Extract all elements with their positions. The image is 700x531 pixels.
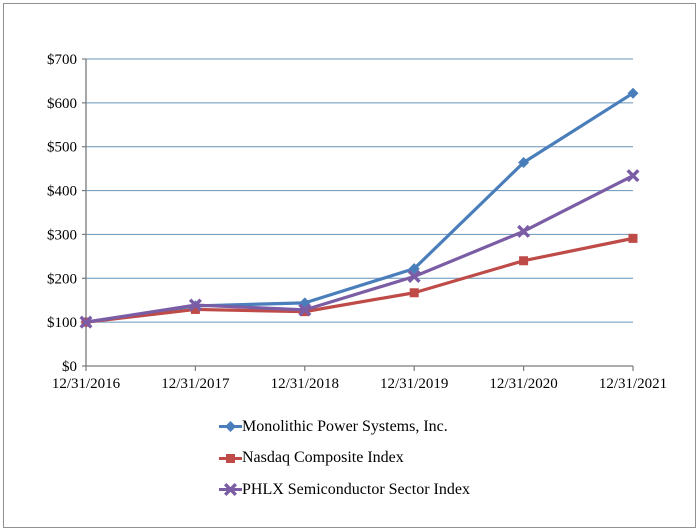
square-marker (226, 453, 235, 463)
x-tick-label: 12/31/2016 (52, 376, 121, 392)
chart-legend: Monolithic Power Systems, Inc. Nasdaq Co… (219, 411, 470, 506)
x-marker (79, 315, 93, 329)
y-tick-label: $400 (47, 184, 77, 200)
legend-label-phlx-semiconductor: PHLX Semiconductor Sector Index (242, 480, 470, 498)
y-tick-label: $200 (47, 271, 77, 287)
square-marker (628, 233, 638, 243)
y-tick-label: $500 (47, 140, 77, 156)
series-line (84, 236, 635, 324)
legend-label-nasdaq-composite: Nasdaq Composite Index (242, 449, 404, 467)
x-tick-label: 12/31/2017 (161, 376, 230, 392)
series-1 (81, 233, 638, 327)
diamond-marker (627, 87, 639, 99)
series-line (84, 91, 635, 324)
y-tick-label: $0 (62, 359, 77, 375)
legend-label-monolithic-power-systems: Monolithic Power Systems, Inc. (242, 417, 448, 435)
x-tick-label: 12/31/2020 (489, 376, 557, 392)
x-marker (626, 169, 640, 183)
diamond-marker (518, 157, 530, 169)
series-2 (79, 169, 640, 329)
x-marker (298, 303, 312, 317)
y-tick-label: $100 (47, 315, 77, 331)
legend-item-monolithic-power-systems: Monolithic Power Systems, Inc. (219, 411, 470, 443)
x-tick-label: 12/31/2018 (271, 376, 339, 392)
x-marker (517, 224, 531, 238)
purple-x-line-icon (219, 483, 242, 497)
square-marker (190, 304, 200, 314)
square-marker (519, 256, 529, 266)
x-tick-label: 12/31/2021 (599, 376, 667, 392)
y-tick-label: $300 (47, 227, 77, 243)
x-marker (188, 298, 202, 312)
legend-item-phlx-semiconductor: PHLX Semiconductor Sector Index (219, 474, 470, 506)
x-marker (223, 483, 238, 497)
y-tick-label: $600 (47, 96, 77, 112)
blue-diamond-line-icon (219, 420, 242, 433)
y-tick-label: $700 (47, 52, 77, 68)
series-line (84, 174, 635, 324)
legend-item-nasdaq-composite: Nasdaq Composite Index (219, 443, 470, 475)
diamond-marker (225, 421, 236, 433)
x-marker (407, 270, 421, 284)
square-marker (409, 288, 419, 298)
red-square-line-icon (219, 452, 242, 465)
x-tick-label: 12/31/2019 (380, 376, 448, 392)
